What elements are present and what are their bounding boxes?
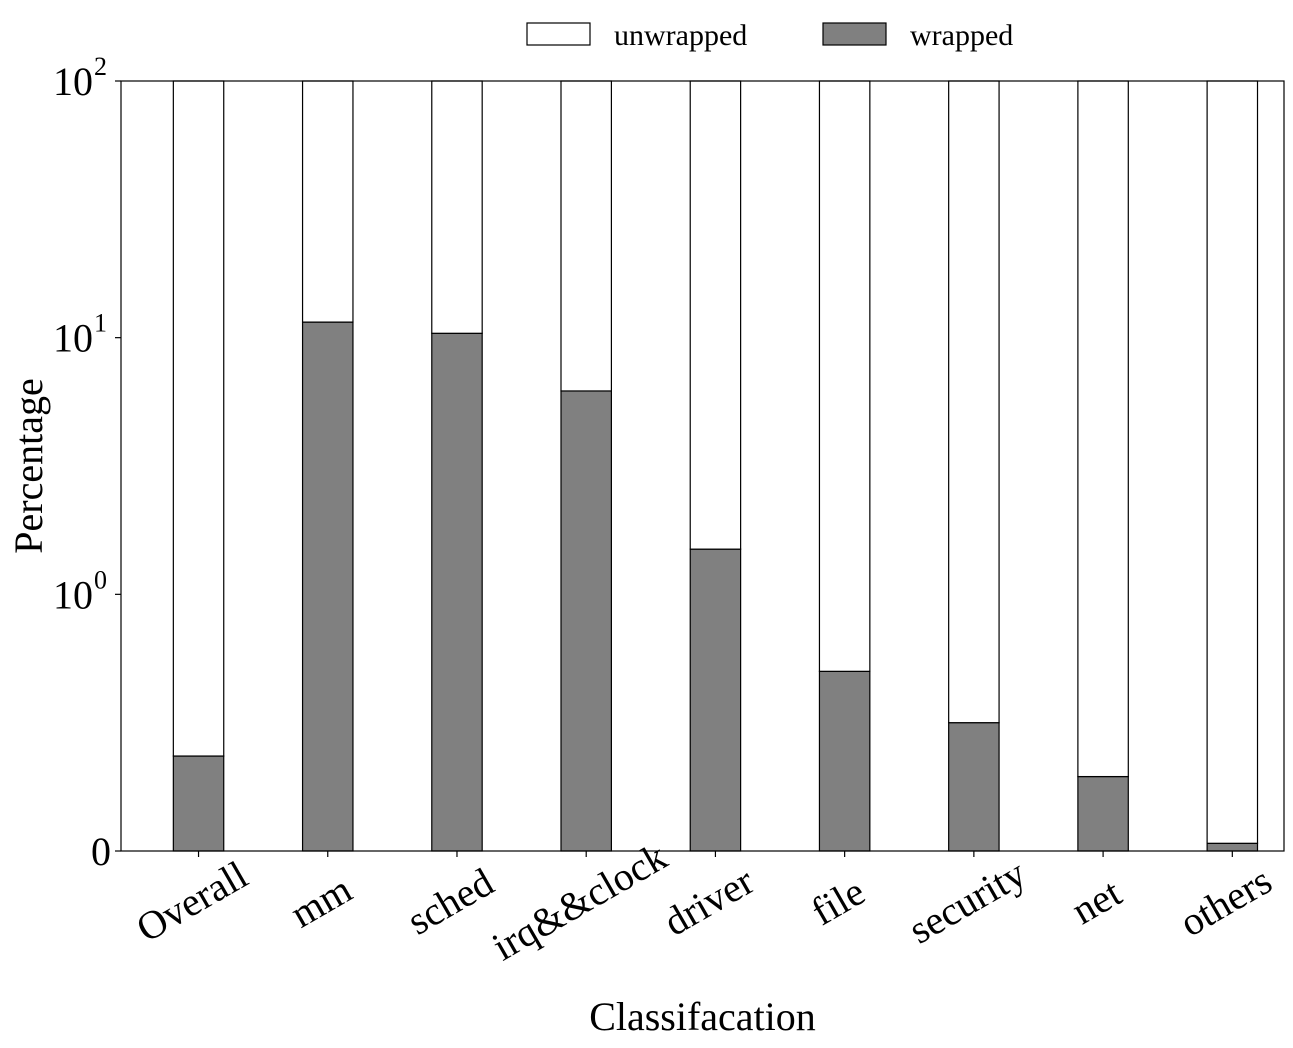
x-tick-label-1: mm [283, 866, 359, 936]
legend-label-wrapped: wrapped [910, 19, 1013, 52]
x-tick-label-6: security [901, 850, 1033, 952]
bar-unwrapped-5 [818, 80, 871, 672]
bar-wrapped-2 [431, 332, 483, 852]
bar-unwrapped-0 [172, 80, 225, 757]
bar-wrapped-7 [1077, 775, 1129, 852]
y-axis-label: Percentage [6, 378, 51, 553]
x-tick-label-3: irq&&clock [485, 834, 675, 970]
bar-wrapped-0 [172, 755, 225, 852]
y-tick-label-3: 10 [53, 59, 93, 104]
bar-unwrapped-7 [1077, 80, 1129, 778]
bar-unwrapped-3 [560, 80, 613, 392]
bar-unwrapped-1 [301, 80, 354, 323]
legend-label-unwrapped: unwrapped [614, 19, 747, 52]
bar-unwrapped-8 [1206, 80, 1259, 844]
bar-wrapped-8 [1206, 842, 1259, 852]
bars-group [172, 80, 1259, 852]
legend-swatch-unwrapped [526, 22, 591, 46]
x-tick-label-5: file [804, 868, 873, 934]
y-tick-exponent-2: 1 [94, 309, 107, 338]
bar-wrapped-5 [818, 670, 871, 852]
bar-wrapped-3 [560, 390, 613, 852]
x-tick-label-7: net [1064, 870, 1129, 933]
bar-wrapped-6 [948, 722, 1000, 852]
legend-swatch-wrapped [822, 22, 887, 46]
bar-unwrapped-2 [431, 80, 483, 334]
y-tick-exponent-1: 0 [94, 565, 107, 594]
y-tick-label-1: 10 [53, 572, 93, 617]
y-tick-label-0: 0 [91, 829, 111, 874]
y-tick-label-2: 10 [53, 316, 93, 361]
bar-wrapped-4 [689, 548, 742, 852]
bar-unwrapped-6 [948, 80, 1000, 724]
x-tick-label-8: others [1172, 857, 1279, 945]
bar-unwrapped-4 [689, 80, 742, 550]
y-tick-exponent-3: 2 [94, 52, 107, 81]
x-axis-label: Classifacation [589, 994, 816, 1039]
legend: unwrapped wrapped [526, 19, 1013, 52]
x-tick-label-0: Overall [129, 852, 255, 951]
bar-wrapped-1 [301, 321, 354, 852]
plot-frame [120, 80, 1285, 852]
